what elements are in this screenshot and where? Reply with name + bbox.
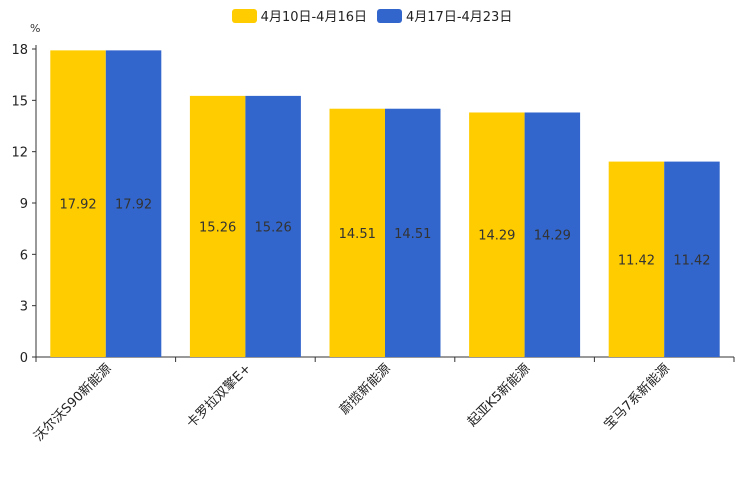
bar (245, 95, 301, 357)
bar (50, 50, 106, 357)
bar (469, 112, 525, 357)
y-tick-label: 12 (11, 146, 28, 161)
legend-swatch-series-1 (231, 8, 257, 23)
legend-item-series-2[interactable]: 4月17日-4月23日 (377, 6, 512, 25)
x-tick-label: 宝马7系新能源 (601, 361, 673, 433)
data-label: 17.92 (115, 198, 152, 213)
x-tick-label: 卡罗拉双擎E+ (184, 361, 254, 431)
bar (329, 108, 385, 358)
data-label: 14.29 (478, 229, 515, 244)
legend-item-series-1[interactable]: 4月10日-4月16日 (231, 6, 367, 25)
y-tick-label: 9 (20, 197, 28, 212)
data-label: 11.42 (673, 253, 710, 268)
data-label: 14.29 (534, 229, 571, 244)
legend-swatch-series-2 (377, 8, 402, 23)
legend-label-series-2: 4月17日-4月23日 (406, 10, 513, 25)
y-tick-label: 3 (20, 300, 28, 315)
y-tick-label: 6 (20, 248, 28, 263)
x-tick-label: 沃尔沃S90新能源 (31, 361, 115, 445)
data-label: 15.26 (199, 220, 236, 235)
data-label: 14.51 (339, 227, 376, 242)
bar (608, 161, 665, 357)
chart-legend: 4月10日-4月16日 4月17日-4月23日 (0, 6, 744, 25)
y-tick-label: 0 (20, 351, 28, 366)
y-axis-unit-label: % (30, 22, 41, 35)
y-tick-label: 18 (11, 43, 28, 58)
bar (664, 161, 720, 357)
bar (105, 50, 162, 357)
bar (189, 95, 246, 357)
data-label: 14.51 (394, 227, 431, 242)
data-label: 17.92 (59, 198, 96, 213)
x-tick-label: 蔚揽新能源 (337, 361, 394, 418)
bar (524, 112, 581, 357)
x-tick-label: 起亚K5新能源 (464, 361, 533, 430)
y-tick-label: 15 (11, 94, 28, 109)
legend-label-series-1: 4月10日-4月16日 (260, 10, 367, 25)
data-label: 15.26 (255, 220, 292, 235)
bar (385, 108, 441, 358)
data-label: 11.42 (618, 253, 655, 268)
